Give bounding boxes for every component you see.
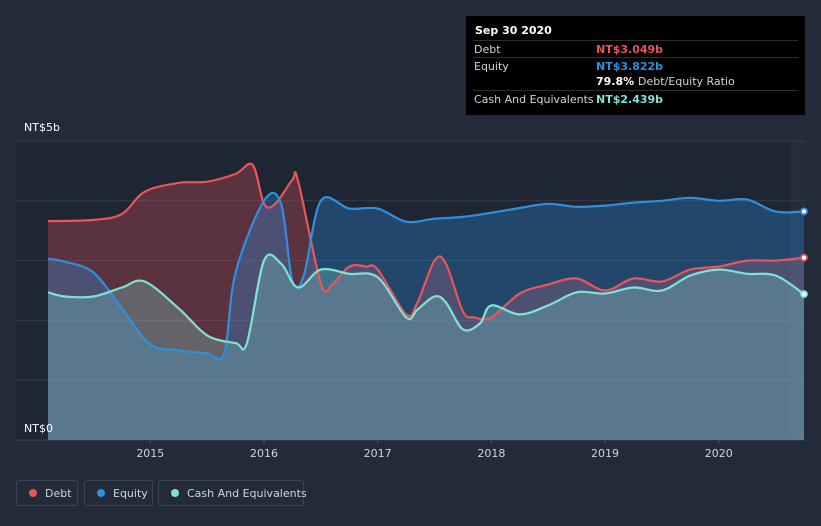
legend-label-debt: Debt	[45, 487, 72, 500]
x-tick-label-2019: 2019	[591, 447, 619, 460]
tooltip-row-cash: Cash And Equivalents NT$2.439b	[473, 90, 798, 107]
tooltip-debt-value: NT$3.049b	[596, 43, 664, 56]
legend-item-debt[interactable]: Debt	[16, 480, 78, 506]
tooltip-ratio: 79.8% Debt/Equity Ratio	[596, 75, 735, 88]
legend-label-cash: Cash And Equivalents	[187, 487, 307, 500]
tooltip-debt-label: Debt	[474, 43, 501, 56]
tooltip-cash-label: Cash And Equivalents	[474, 93, 594, 106]
tooltip-row-ratio: 79.8% Debt/Equity Ratio	[473, 73, 798, 89]
x-tick-label-2018: 2018	[477, 447, 505, 460]
tooltip-ratio-value: 79.8%	[596, 75, 635, 88]
legend-item-cash[interactable]: Cash And Equivalents	[158, 480, 307, 506]
series-area-equity	[48, 192, 804, 440]
legend-item-equity[interactable]: Equity	[84, 480, 153, 506]
legend-dot-debt	[29, 489, 37, 497]
x-tick-label-2020: 2020	[705, 447, 733, 460]
x-tick-label-2017: 2017	[364, 447, 392, 460]
series-marker-debt	[800, 253, 808, 262]
series-line-equity	[47, 191, 805, 361]
series-line-debt	[47, 162, 805, 321]
series-marker-equity	[800, 207, 808, 216]
legend-label-equity: Equity	[113, 487, 148, 500]
legend-dot-equity	[97, 489, 105, 497]
tooltip-cash-value: NT$2.439b	[596, 93, 664, 106]
series-marker-cash	[800, 290, 808, 299]
tooltip-equity-value: NT$3.822b	[596, 60, 664, 73]
tooltip-date: Sep 30 2020	[475, 24, 552, 37]
x-tick-label-2015: 2015	[136, 447, 164, 460]
tooltip-row-debt: Debt NT$3.049b	[473, 40, 798, 57]
y-axis-label-top: NT$5b	[24, 121, 60, 134]
series-area-cash	[48, 254, 804, 440]
tooltip-equity-label: Equity	[474, 60, 509, 73]
series-line-cash	[47, 253, 805, 351]
legend-dot-cash	[171, 489, 179, 497]
tooltip-row-equity: Equity NT$3.822b	[473, 57, 798, 74]
x-tick-label-2016: 2016	[250, 447, 278, 460]
y-axis-label-bottom: NT$0	[24, 422, 53, 435]
tooltip-ratio-label: Debt/Equity Ratio	[638, 75, 735, 88]
tooltip-panel: Sep 30 2020 Debt NT$3.049b Equity NT$3.8…	[466, 16, 805, 115]
